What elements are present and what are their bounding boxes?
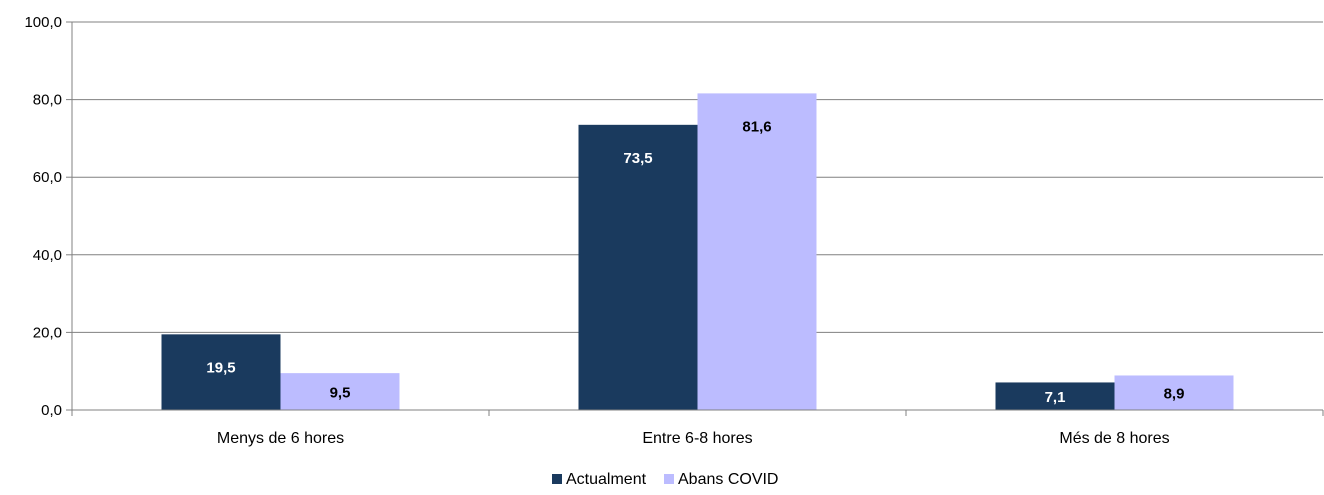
legend-label: Abans COVID xyxy=(678,471,778,488)
y-axis-ticks: 0,0 20,0 40,0 60,0 80,0 100,0 xyxy=(24,14,62,419)
data-label: 19,5 xyxy=(206,359,235,376)
legend-swatch xyxy=(664,474,674,484)
bar-abans-covid xyxy=(1114,375,1234,410)
x-category-label: Menys de 6 hores xyxy=(217,430,344,447)
data-labels: 19,5 9,5 73,5 81,6 7,1 8,9 xyxy=(206,118,1184,406)
bar-actualment xyxy=(995,382,1115,410)
axes xyxy=(66,21,1324,416)
y-tick-label: 40,0 xyxy=(33,247,62,264)
bar-actualment xyxy=(578,124,698,410)
x-category-label: Més de 8 hores xyxy=(1059,430,1169,447)
bars xyxy=(161,93,1234,410)
data-label: 73,5 xyxy=(623,150,652,167)
bar-actualment xyxy=(161,334,281,410)
x-category-label: Entre 6-8 hores xyxy=(642,430,752,447)
x-axis-categories: Menys de 6 hores Entre 6-8 hores Més de 8 … xyxy=(217,430,1170,447)
legend-label: Actualment xyxy=(566,471,647,488)
y-tick-label: 20,0 xyxy=(33,324,62,341)
data-label: 8,9 xyxy=(1164,386,1185,403)
bar-abans-covid xyxy=(697,93,817,410)
y-tick-label: 60,0 xyxy=(33,169,62,186)
data-label: 7,1 xyxy=(1045,389,1066,406)
data-label: 81,6 xyxy=(742,118,771,135)
y-tick-label: 80,0 xyxy=(33,92,62,109)
y-tick-label: 0,0 xyxy=(41,402,62,419)
bar-abans-covid xyxy=(280,373,400,410)
y-tick-label: 100,0 xyxy=(24,14,62,31)
legend-swatch xyxy=(552,474,562,484)
legend: Actualment Abans COVID xyxy=(552,471,778,488)
data-label: 9,5 xyxy=(330,385,351,402)
